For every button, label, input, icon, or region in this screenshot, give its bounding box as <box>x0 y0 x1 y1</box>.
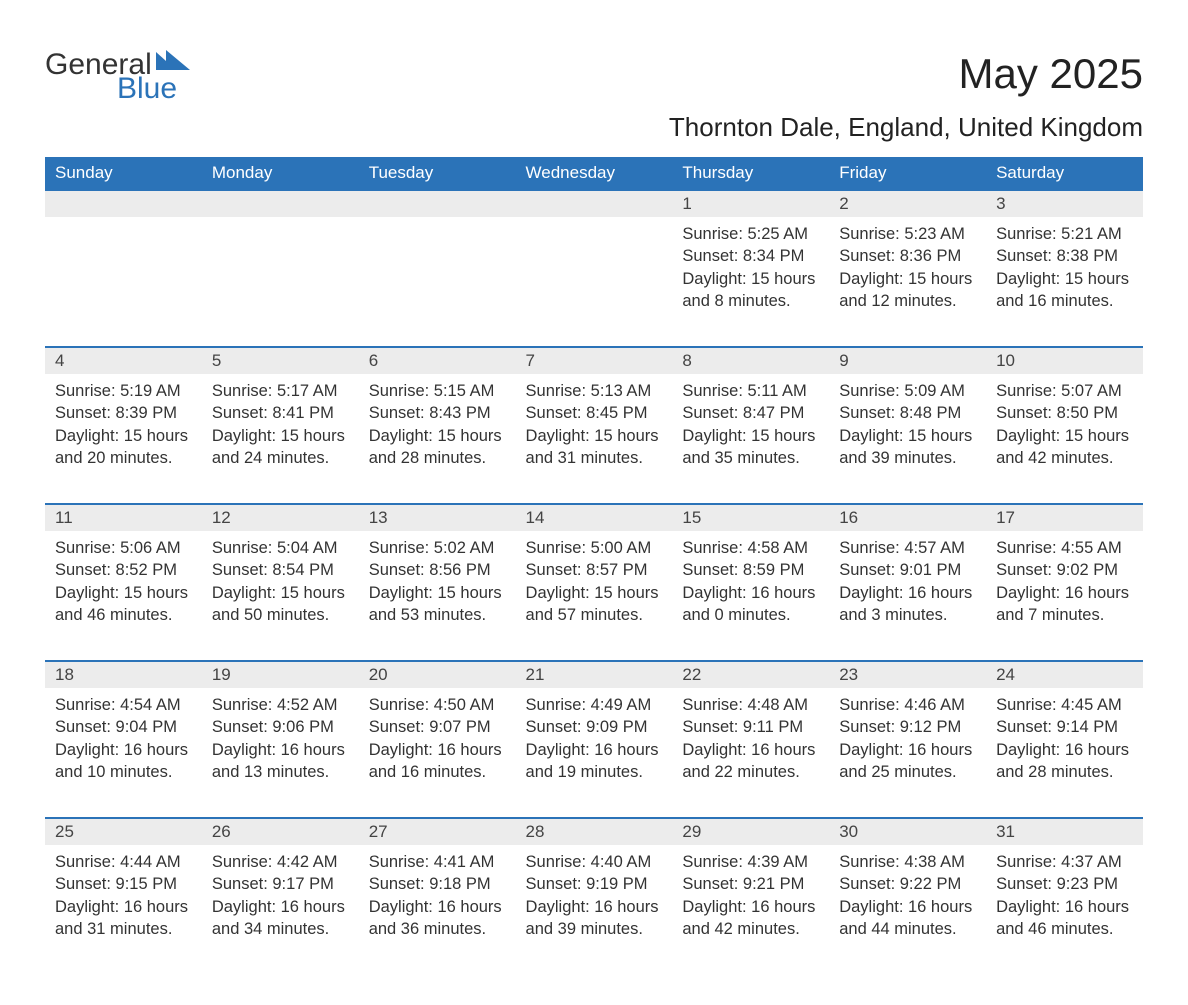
day-content-cell: Sunrise: 4:45 AMSunset: 9:14 PMDaylight:… <box>986 688 1143 818</box>
day-content-cell: Sunrise: 5:06 AMSunset: 8:52 PMDaylight:… <box>45 531 202 661</box>
day-content-cell: Sunrise: 4:38 AMSunset: 9:22 PMDaylight:… <box>829 845 986 975</box>
day-content-cell <box>516 217 673 347</box>
page-title: May 2025 <box>959 50 1143 98</box>
day-content-cell: Sunrise: 4:40 AMSunset: 9:19 PMDaylight:… <box>516 845 673 975</box>
day-content-cell: Sunrise: 4:37 AMSunset: 9:23 PMDaylight:… <box>986 845 1143 975</box>
day-number-cell: 29 <box>672 818 829 845</box>
day-content-cell: Sunrise: 4:54 AMSunset: 9:04 PMDaylight:… <box>45 688 202 818</box>
day-content-cell <box>45 217 202 347</box>
day-number-cell: 13 <box>359 504 516 531</box>
day-number-cell: 24 <box>986 661 1143 688</box>
day-number-cell: 17 <box>986 504 1143 531</box>
weekday-header: Sunday <box>45 157 202 190</box>
day-content-cell: Sunrise: 4:44 AMSunset: 9:15 PMDaylight:… <box>45 845 202 975</box>
day-number-cell: 2 <box>829 190 986 217</box>
day-number-cell: 5 <box>202 347 359 374</box>
day-content-row: Sunrise: 4:54 AMSunset: 9:04 PMDaylight:… <box>45 688 1143 818</box>
day-number-cell: 7 <box>516 347 673 374</box>
day-number-cell: 1 <box>672 190 829 217</box>
day-content-cell: Sunrise: 4:49 AMSunset: 9:09 PMDaylight:… <box>516 688 673 818</box>
day-content-cell <box>359 217 516 347</box>
day-number-cell: 11 <box>45 504 202 531</box>
weekday-header: Monday <box>202 157 359 190</box>
day-number-cell: 20 <box>359 661 516 688</box>
day-content-cell: Sunrise: 5:02 AMSunset: 8:56 PMDaylight:… <box>359 531 516 661</box>
day-content-cell: Sunrise: 5:00 AMSunset: 8:57 PMDaylight:… <box>516 531 673 661</box>
calendar-table: SundayMondayTuesdayWednesdayThursdayFrid… <box>45 157 1143 975</box>
day-content-cell: Sunrise: 4:48 AMSunset: 9:11 PMDaylight:… <box>672 688 829 818</box>
day-content-row: Sunrise: 5:19 AMSunset: 8:39 PMDaylight:… <box>45 374 1143 504</box>
weekday-header: Thursday <box>672 157 829 190</box>
day-content-cell: Sunrise: 5:17 AMSunset: 8:41 PMDaylight:… <box>202 374 359 504</box>
day-number-cell: 4 <box>45 347 202 374</box>
day-content-row: Sunrise: 4:44 AMSunset: 9:15 PMDaylight:… <box>45 845 1143 975</box>
day-number-cell: 12 <box>202 504 359 531</box>
day-content-cell: Sunrise: 4:57 AMSunset: 9:01 PMDaylight:… <box>829 531 986 661</box>
day-number-cell <box>202 190 359 217</box>
day-number-cell: 10 <box>986 347 1143 374</box>
day-number-cell: 8 <box>672 347 829 374</box>
brand-logo: General Blue <box>45 50 190 104</box>
day-number-cell: 9 <box>829 347 986 374</box>
day-number-cell <box>359 190 516 217</box>
logo-text-blue: Blue <box>117 74 190 104</box>
day-number-cell: 21 <box>516 661 673 688</box>
day-content-cell: Sunrise: 4:39 AMSunset: 9:21 PMDaylight:… <box>672 845 829 975</box>
day-content-cell: Sunrise: 5:25 AMSunset: 8:34 PMDaylight:… <box>672 217 829 347</box>
day-content-cell: Sunrise: 5:13 AMSunset: 8:45 PMDaylight:… <box>516 374 673 504</box>
weekday-header-row: SundayMondayTuesdayWednesdayThursdayFrid… <box>45 157 1143 190</box>
day-number-cell: 22 <box>672 661 829 688</box>
day-number-row: 25262728293031 <box>45 818 1143 845</box>
day-number-cell: 18 <box>45 661 202 688</box>
weekday-header: Wednesday <box>516 157 673 190</box>
day-content-cell: Sunrise: 5:09 AMSunset: 8:48 PMDaylight:… <box>829 374 986 504</box>
day-number-cell: 30 <box>829 818 986 845</box>
day-number-cell: 3 <box>986 190 1143 217</box>
day-number-cell: 26 <box>202 818 359 845</box>
calendar-page: General Blue May 2025 Thornton Dale, Eng… <box>0 0 1188 1005</box>
day-content-cell: Sunrise: 4:50 AMSunset: 9:07 PMDaylight:… <box>359 688 516 818</box>
day-content-row: Sunrise: 5:25 AMSunset: 8:34 PMDaylight:… <box>45 217 1143 347</box>
day-content-cell: Sunrise: 5:11 AMSunset: 8:47 PMDaylight:… <box>672 374 829 504</box>
day-number-row: 45678910 <box>45 347 1143 374</box>
day-content-cell: Sunrise: 4:41 AMSunset: 9:18 PMDaylight:… <box>359 845 516 975</box>
day-content-cell: Sunrise: 5:23 AMSunset: 8:36 PMDaylight:… <box>829 217 986 347</box>
day-number-cell: 14 <box>516 504 673 531</box>
header-row: General Blue May 2025 <box>45 50 1143 104</box>
day-number-cell: 31 <box>986 818 1143 845</box>
day-number-cell <box>516 190 673 217</box>
day-number-cell: 28 <box>516 818 673 845</box>
day-content-cell <box>202 217 359 347</box>
logo-triangle-icon <box>156 50 190 74</box>
weekday-header: Saturday <box>986 157 1143 190</box>
weekday-header: Tuesday <box>359 157 516 190</box>
day-content-cell: Sunrise: 5:07 AMSunset: 8:50 PMDaylight:… <box>986 374 1143 504</box>
day-number-cell: 19 <box>202 661 359 688</box>
day-number-cell: 27 <box>359 818 516 845</box>
day-content-cell: Sunrise: 4:55 AMSunset: 9:02 PMDaylight:… <box>986 531 1143 661</box>
day-content-cell: Sunrise: 4:42 AMSunset: 9:17 PMDaylight:… <box>202 845 359 975</box>
day-content-cell: Sunrise: 4:58 AMSunset: 8:59 PMDaylight:… <box>672 531 829 661</box>
day-content-cell: Sunrise: 5:21 AMSunset: 8:38 PMDaylight:… <box>986 217 1143 347</box>
day-number-cell: 23 <box>829 661 986 688</box>
day-content-cell: Sunrise: 5:04 AMSunset: 8:54 PMDaylight:… <box>202 531 359 661</box>
day-number-row: 11121314151617 <box>45 504 1143 531</box>
day-number-row: 18192021222324 <box>45 661 1143 688</box>
day-number-cell <box>45 190 202 217</box>
day-content-cell: Sunrise: 5:15 AMSunset: 8:43 PMDaylight:… <box>359 374 516 504</box>
day-content-cell: Sunrise: 4:52 AMSunset: 9:06 PMDaylight:… <box>202 688 359 818</box>
day-number-cell: 25 <box>45 818 202 845</box>
day-number-cell: 16 <box>829 504 986 531</box>
day-number-row: 123 <box>45 190 1143 217</box>
day-content-cell: Sunrise: 5:19 AMSunset: 8:39 PMDaylight:… <box>45 374 202 504</box>
day-number-cell: 6 <box>359 347 516 374</box>
weekday-header: Friday <box>829 157 986 190</box>
location-text: Thornton Dale, England, United Kingdom <box>45 112 1143 143</box>
day-number-cell: 15 <box>672 504 829 531</box>
day-content-row: Sunrise: 5:06 AMSunset: 8:52 PMDaylight:… <box>45 531 1143 661</box>
day-content-cell: Sunrise: 4:46 AMSunset: 9:12 PMDaylight:… <box>829 688 986 818</box>
